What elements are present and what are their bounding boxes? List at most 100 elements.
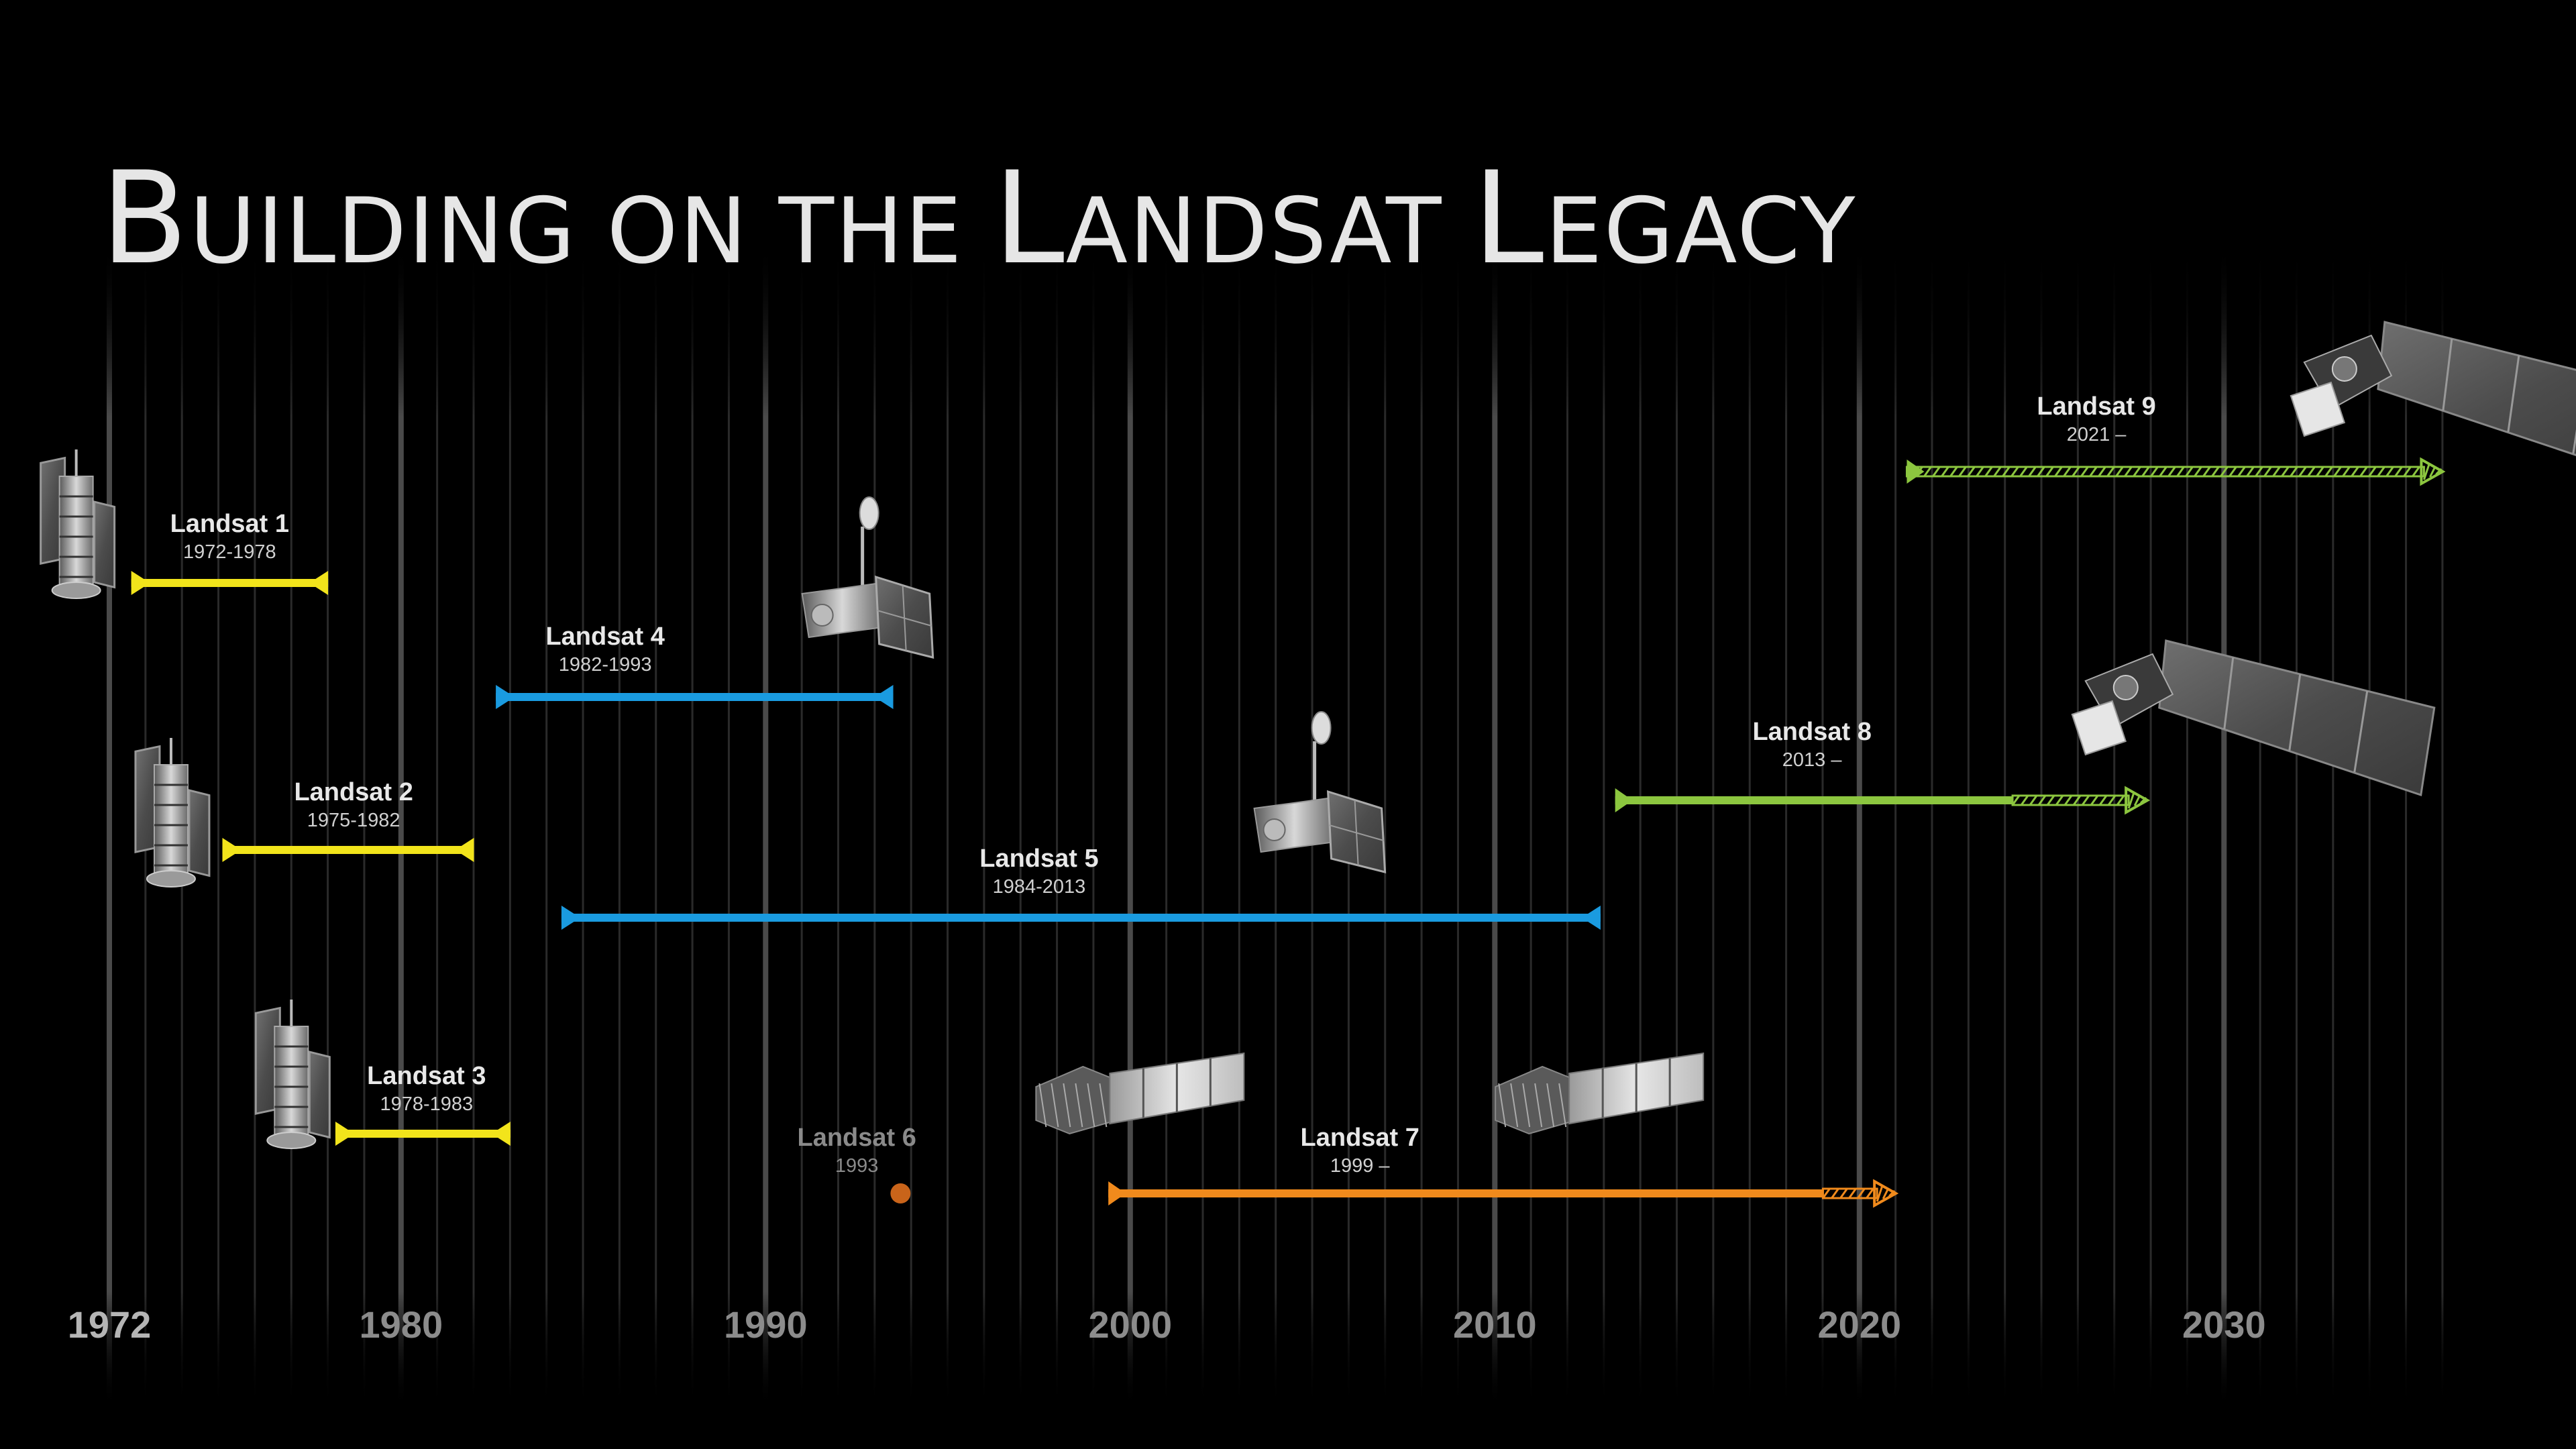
mission-bar [1905, 457, 2446, 486]
grid-line [1456, 241, 1459, 1409]
mission-years: 1972-1978 [182, 541, 276, 563]
mission-bar [561, 906, 1601, 930]
grid-line [1165, 241, 1168, 1409]
mission-bar [335, 1122, 511, 1146]
satellite-images [40, 321, 2576, 1149]
mission-name: Landsat 2 [294, 778, 413, 806]
mission-years: 1982-1993 [558, 654, 652, 676]
title-part: L [1472, 144, 1546, 292]
mission-years: 2013 – [1782, 749, 1842, 771]
mission-label: Landsat 1 1972-1978 [170, 510, 289, 564]
mission-label: Landsat 8 2013 – [1752, 718, 1871, 771]
mission-bars [131, 457, 2446, 1208]
grid-line [727, 241, 730, 1409]
grid-line [837, 241, 839, 1409]
grid-line [1019, 241, 1022, 1409]
grid-line [1420, 241, 1423, 1409]
mission-name: Landsat 6 [797, 1124, 916, 1152]
title-part: UILDING ON THE [189, 178, 994, 284]
mission-label: Landsat 9 2021 – [2037, 392, 2155, 446]
l89-satellite-icon [2290, 321, 2576, 456]
grid-line [290, 241, 292, 1409]
mission-name: Landsat 9 [2037, 392, 2156, 421]
mission-bar [890, 1183, 911, 1203]
mission-name: Landsat 7 [1300, 1124, 1419, 1152]
major-grid-line [763, 241, 769, 1409]
grid-line [1821, 241, 1824, 1409]
major-grid-line [1492, 241, 1498, 1409]
grid-line [472, 241, 475, 1409]
title-part: B [101, 144, 190, 292]
grid-line [1238, 241, 1240, 1409]
major-grid-line [1127, 241, 1133, 1409]
grid-line [1201, 241, 1204, 1409]
gen1-satellite-icon [40, 449, 116, 599]
grid-line [1092, 241, 1095, 1409]
mission-bar [496, 685, 894, 709]
gen1-satellite-icon [134, 738, 211, 888]
grid-line [618, 241, 621, 1409]
grid-line [947, 241, 949, 1409]
grid-line [363, 241, 366, 1409]
grid-line [873, 241, 876, 1409]
axis-tick-label: 2000 [1088, 1303, 1173, 1346]
grid-line [2186, 241, 2188, 1409]
major-grid-line [1856, 241, 1862, 1409]
mission-bar [1615, 786, 2151, 815]
mission-name: Landsat 1 [170, 510, 290, 538]
grid-line [2441, 241, 2444, 1409]
grid-line [2332, 241, 2334, 1409]
grid-line [1384, 241, 1387, 1409]
grid-line [2296, 241, 2298, 1409]
grid-line [1056, 241, 1059, 1409]
major-grid-line [107, 241, 112, 1409]
grid-line [983, 241, 985, 1409]
grid-line [2259, 241, 2261, 1409]
grid-line [436, 241, 439, 1409]
grid-line [327, 241, 329, 1409]
major-grid-line [398, 241, 404, 1409]
mission-label: Landsat 3 1978-1983 [367, 1062, 486, 1116]
grid-line [2149, 241, 2152, 1409]
major-grid-line [2221, 241, 2227, 1409]
grid-line [655, 241, 657, 1409]
grid-line [254, 241, 256, 1409]
axis-tick-label: 1972 [67, 1303, 152, 1346]
grid-line [2076, 241, 2079, 1409]
failed-launch-dot [890, 1183, 911, 1203]
mission-name: Landsat 3 [367, 1062, 486, 1090]
grid-line [2405, 241, 2408, 1409]
gen1-satellite-icon [254, 1000, 331, 1149]
mission-years: 1978-1983 [380, 1093, 474, 1115]
mission-bar [131, 571, 329, 595]
grid-line [1603, 241, 1605, 1409]
gen2-satellite-icon [1253, 711, 1387, 873]
l7-satellite-icon [1035, 1052, 1245, 1135]
gen2-satellite-icon [801, 496, 934, 659]
axis-tick-label: 1980 [359, 1303, 443, 1346]
grid-line [2368, 241, 2371, 1409]
mission-bar [1108, 1179, 1899, 1208]
mission-label: Landsat 6 1993 [797, 1124, 916, 1177]
grid-line [1529, 241, 1532, 1409]
grid-line [910, 241, 912, 1409]
mission-years: 1975-1982 [307, 810, 400, 831]
grid-line [1931, 241, 1933, 1409]
grid-line [545, 241, 548, 1409]
title-part: EGACY [1545, 178, 1857, 284]
grid-line [1967, 241, 1970, 1409]
grid-line [1639, 241, 1642, 1409]
axis-tick-label: 2010 [1453, 1303, 1537, 1346]
mission-label: Landsat 5 1984-2013 [979, 845, 1098, 898]
mission-name: Landsat 4 [545, 623, 665, 651]
grid-line [691, 241, 694, 1409]
mission-label: Landsat 4 1982-1993 [545, 623, 664, 676]
grid-line [217, 241, 220, 1409]
axis-tick-label: 1990 [724, 1303, 808, 1346]
mission-years: 2021 – [2066, 424, 2127, 445]
axis-tick-label: 2030 [2182, 1303, 2266, 1346]
grid-line [2004, 241, 2006, 1409]
mission-years: 1999 – [1330, 1155, 1390, 1177]
